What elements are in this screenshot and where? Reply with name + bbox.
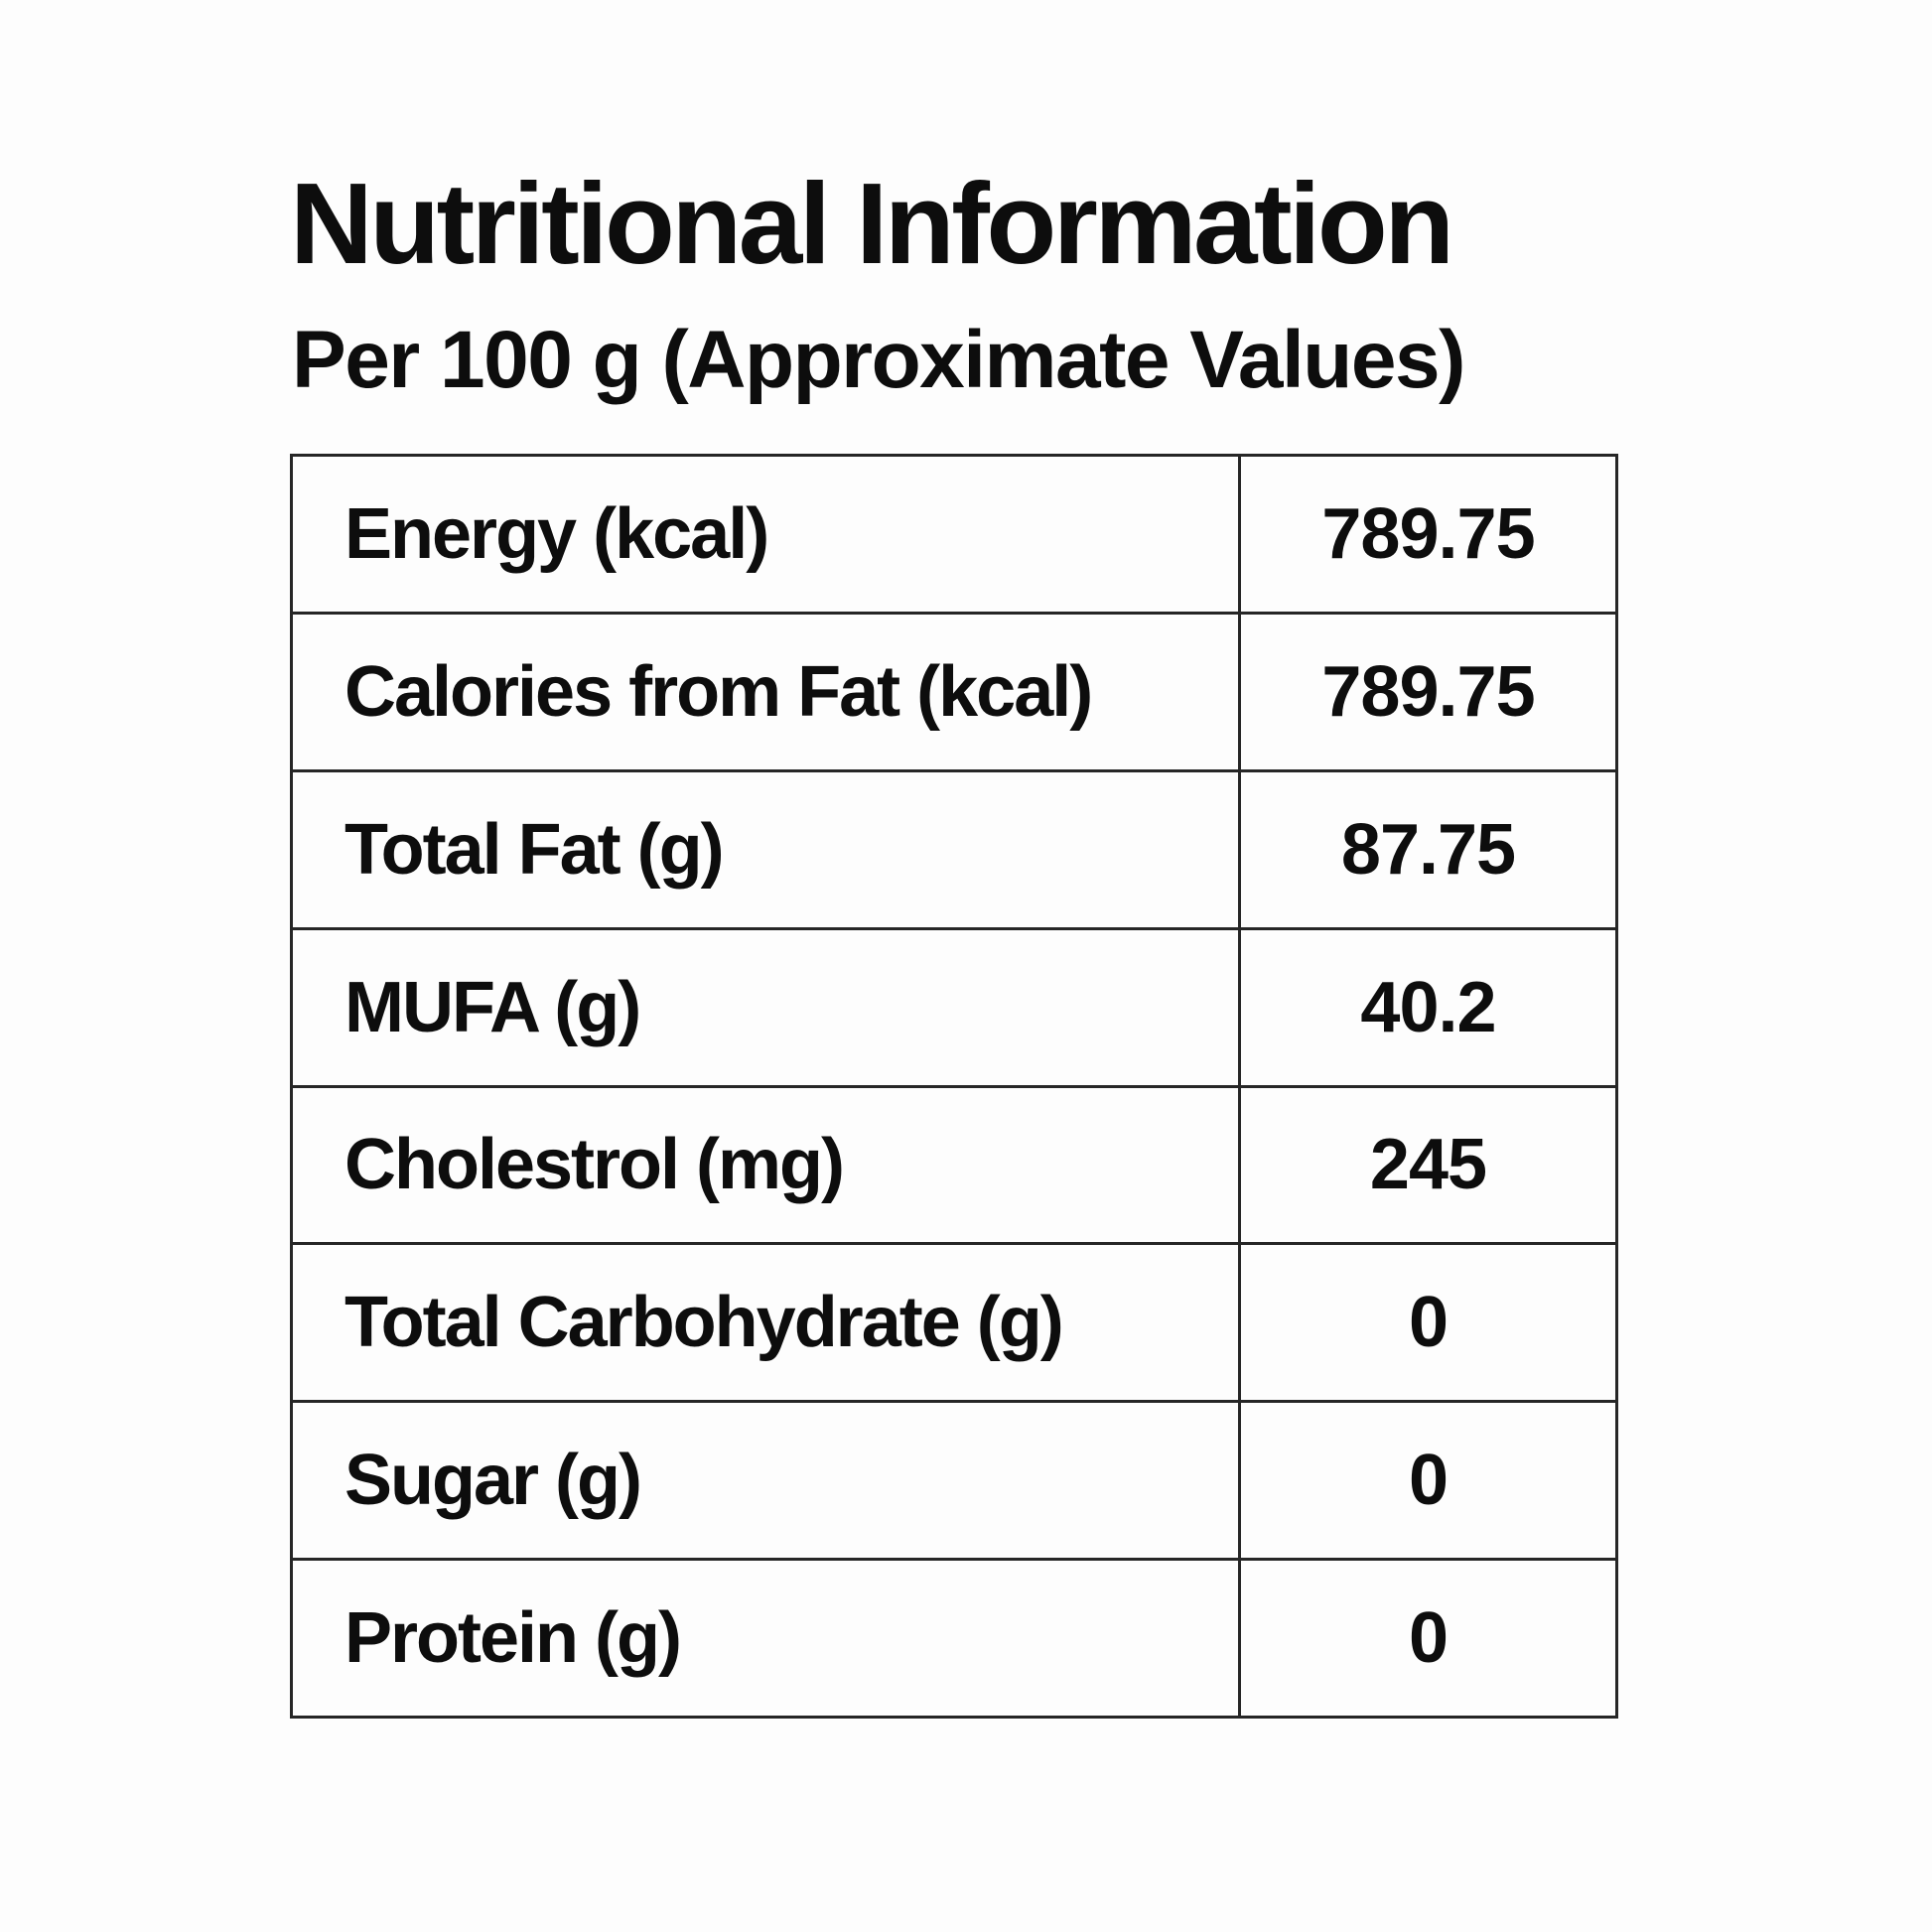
nutrient-label: Total Carbohydrate (g): [293, 1245, 1241, 1401]
nutrient-value: 40.2: [1360, 967, 1496, 1047]
table-row-protein: Protein (g) 0: [293, 1558, 1615, 1716]
nutrient-label: Sugar (g): [293, 1403, 1241, 1559]
nutrient-label: Cholestrol (mg): [293, 1087, 1241, 1243]
nutrient-label: Protein (g): [293, 1561, 1241, 1716]
nutrition-table: Energy (kcal) 789.75 Calories from Fat (…: [290, 454, 1618, 1719]
nutrient-value: 0: [1408, 1283, 1449, 1363]
table-row-energy: Energy (kcal) 789.75: [293, 457, 1615, 612]
page-subtitle: Per 100 g (Approximate Values): [292, 315, 1465, 405]
nutrient-value: 245: [1369, 1125, 1487, 1205]
nutrient-label: MUFA (g): [293, 929, 1241, 1085]
nutrient-label: Energy (kcal): [293, 457, 1241, 612]
table-row-calories-from-fat: Calories from Fat (kcal) 789.75: [293, 611, 1615, 769]
table-row-cholestrol: Cholestrol (mg) 245: [293, 1084, 1615, 1243]
table-row-total-carbohydrate: Total Carbohydrate (g) 0: [293, 1242, 1615, 1401]
table-row-mufa: MUFA (g) 40.2: [293, 926, 1615, 1085]
table-row-total-fat: Total Fat (g) 87.75: [293, 768, 1615, 927]
page-title: Nutritional Information: [290, 159, 1454, 288]
nutrient-value: 789.75: [1321, 651, 1535, 732]
nutrient-label: Calories from Fat (kcal): [293, 614, 1241, 769]
nutrient-value: 0: [1408, 1441, 1449, 1521]
nutrient-label: Total Fat (g): [293, 771, 1241, 927]
nutrient-value: 0: [1408, 1598, 1449, 1679]
nutrient-value: 87.75: [1340, 809, 1516, 890]
nutrient-value: 789.75: [1321, 493, 1535, 574]
table-row-sugar: Sugar (g) 0: [293, 1400, 1615, 1559]
